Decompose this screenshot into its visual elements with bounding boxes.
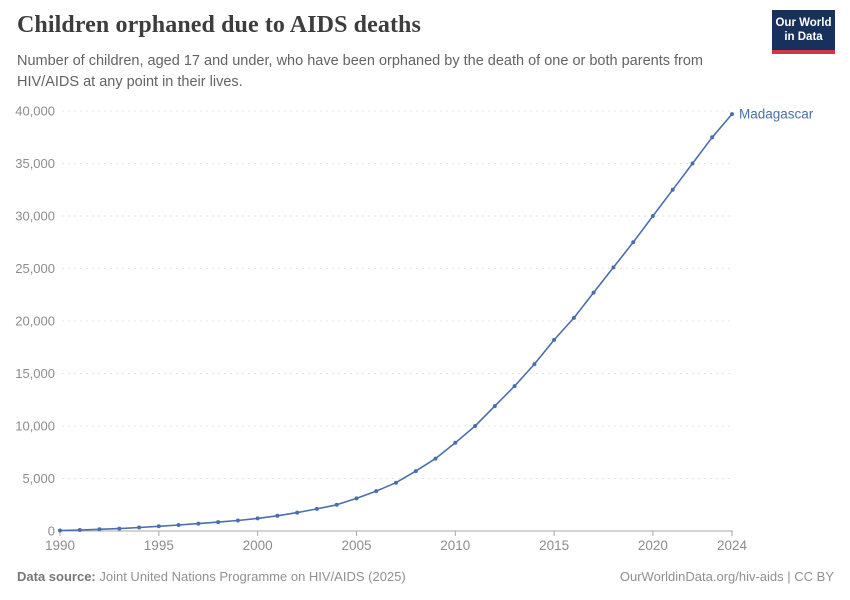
data-point[interactable] <box>156 524 161 529</box>
data-point[interactable] <box>473 424 478 428</box>
data-point[interactable] <box>374 489 379 494</box>
y-axis-tick-label: 30,000 <box>15 209 55 224</box>
data-point[interactable] <box>571 315 576 320</box>
data-point[interactable] <box>730 112 734 117</box>
x-axis-tick-label: 2024 <box>717 538 748 553</box>
data-point[interactable] <box>453 440 458 445</box>
data-point[interactable] <box>650 214 655 218</box>
data-point[interactable] <box>275 513 280 518</box>
data-point[interactable] <box>710 135 715 140</box>
x-axis-tick-label: 2015 <box>539 538 569 553</box>
data-point[interactable] <box>670 187 675 192</box>
data-point[interactable] <box>591 290 596 295</box>
attribution-link[interactable]: OurWorldinData.org/hiv-aids | CC BY <box>619 569 834 584</box>
data-point[interactable] <box>235 518 240 523</box>
data-point[interactable] <box>413 469 418 474</box>
chart-subtitle: Number of children, aged 17 and under, w… <box>17 53 704 91</box>
y-axis-tick-label: 20,000 <box>15 314 55 329</box>
data-point[interactable] <box>255 516 260 521</box>
entity-label[interactable]: Madagascar <box>739 107 814 122</box>
data-point[interactable] <box>394 480 398 485</box>
data-point[interactable] <box>354 496 359 501</box>
data-line[interactable] <box>59 113 733 532</box>
data-point[interactable] <box>690 161 695 166</box>
data-point[interactable] <box>433 456 438 461</box>
y-axis-tick-label: 5,000 <box>22 471 55 486</box>
owid-logo-line1: Our World <box>775 16 832 29</box>
data-point[interactable] <box>532 362 537 367</box>
y-axis-tick-label: 35,000 <box>15 156 55 171</box>
data-point[interactable] <box>77 528 82 532</box>
x-axis-tick-label: 1995 <box>144 538 174 553</box>
data-point[interactable] <box>176 523 181 527</box>
data-source-label: Data source: <box>17 569 96 584</box>
y-axis-tick-label: 25,000 <box>15 261 55 276</box>
y-axis-tick-label: 0 <box>48 524 55 539</box>
owid-logo[interactable]: Our World in Data <box>772 10 835 54</box>
data-point[interactable] <box>117 526 122 531</box>
y-axis-tick-label: 40,000 <box>15 104 55 119</box>
chart-footer: Data source: Joint United Nations Progra… <box>17 569 834 584</box>
data-point[interactable] <box>97 527 102 532</box>
x-axis-tick-label: 2010 <box>440 538 470 553</box>
data-source: Data source: Joint United Nations Progra… <box>17 569 406 584</box>
data-point[interactable] <box>216 520 221 525</box>
data-point[interactable] <box>314 506 319 511</box>
owid-logo-line2: in Data <box>784 31 823 43</box>
x-axis-tick-label: 2005 <box>341 538 371 553</box>
data-point[interactable] <box>611 265 616 270</box>
x-axis-tick-label: 1990 <box>45 538 75 553</box>
data-point[interactable] <box>295 510 300 515</box>
data-point[interactable] <box>58 528 62 533</box>
data-point[interactable] <box>196 521 201 526</box>
data-point[interactable] <box>334 502 339 507</box>
data-point[interactable] <box>512 384 517 389</box>
data-point[interactable] <box>492 404 497 409</box>
data-point[interactable] <box>137 525 142 530</box>
data-point[interactable] <box>631 240 636 245</box>
x-axis-tick-label: 2020 <box>638 538 668 553</box>
chart-header: Children orphaned due to AIDS deaths Num… <box>17 12 760 93</box>
chart-title: Children orphaned due to AIDS deaths <box>17 12 421 38</box>
x-axis-tick-label: 2000 <box>243 538 273 553</box>
data-source-value: Joint United Nations Programme on HIV/AI… <box>95 569 406 584</box>
y-axis-tick-label: 15,000 <box>15 366 55 381</box>
data-point[interactable] <box>552 337 557 342</box>
y-axis-tick-label: 10,000 <box>15 419 55 434</box>
